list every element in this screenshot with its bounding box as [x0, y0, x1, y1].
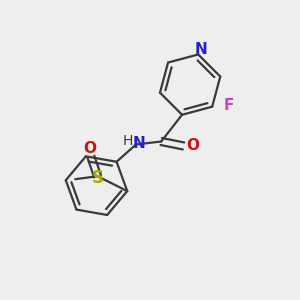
Text: O: O: [186, 138, 199, 153]
Text: F: F: [224, 98, 234, 113]
Text: N: N: [133, 136, 145, 152]
Text: H: H: [123, 134, 133, 148]
Text: S: S: [92, 169, 104, 187]
Text: N: N: [194, 42, 207, 57]
Text: O: O: [83, 141, 96, 156]
